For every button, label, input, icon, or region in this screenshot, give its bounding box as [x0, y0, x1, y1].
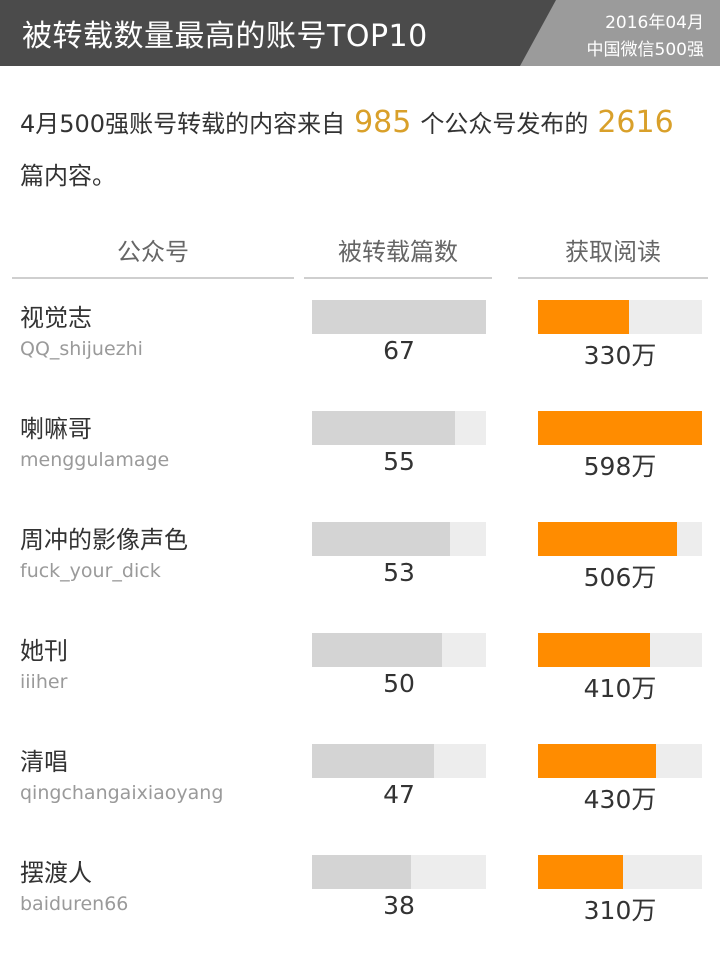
- page-header: 被转载数量最高的账号TOP10 2016年04月 中国微信500强: [0, 0, 720, 66]
- table-row: 视觉志 QQ_shijuezhi 67 330万: [0, 298, 720, 408]
- table-row: 她刊 iiiher 50 410万: [0, 631, 720, 741]
- reads-bar: [538, 411, 702, 445]
- reads-bar-track: [538, 744, 702, 778]
- repost-bar-track: [312, 744, 486, 778]
- table-row: 周冲的影像声色 fuck_your_dick 53 506万: [0, 520, 720, 630]
- repost-bar: [312, 300, 486, 334]
- repost-count-label: 55: [383, 447, 415, 476]
- reads-label: 410万: [583, 674, 657, 703]
- account-id: fuck_your_dick: [20, 560, 161, 582]
- account-id: qingchangaixiaoyang: [20, 782, 224, 804]
- reads-bar-track: [538, 633, 702, 667]
- table-row: 摆渡人 baiduren66 38 310万: [0, 853, 720, 963]
- repost-bar: [312, 855, 411, 889]
- repost-bar-track: [312, 855, 486, 889]
- account-name: 周冲的影像声色: [20, 526, 188, 554]
- repost-bar-track: [312, 411, 486, 445]
- repost-bar: [312, 411, 455, 445]
- repost-count-label: 67: [383, 336, 415, 365]
- column-header-reads: 获取阅读: [565, 238, 661, 266]
- header-date: 2016年04月: [605, 13, 704, 33]
- reads-label: 310万: [583, 896, 657, 925]
- reads-label: 330万: [583, 341, 657, 370]
- account-name: 她刊: [20, 637, 68, 665]
- repost-bar: [312, 633, 442, 667]
- repost-count-label: 50: [383, 669, 415, 698]
- repost-bar-track: [312, 633, 486, 667]
- column-divider-account: [12, 277, 294, 279]
- account-id: iiiher: [20, 671, 68, 693]
- reads-bar: [538, 522, 677, 556]
- table-row: 喇嘛哥 menggulamage 55 598万: [0, 409, 720, 519]
- repost-bar-track: [312, 522, 486, 556]
- account-id: menggulamage: [20, 449, 170, 471]
- reads-label: 430万: [583, 785, 657, 814]
- column-divider-reposted: [304, 277, 492, 279]
- table-row: 清唱 qingchangaixiaoyang 47 430万: [0, 742, 720, 852]
- repost-count-label: 47: [383, 780, 415, 809]
- repost-count-label: 53: [383, 558, 415, 587]
- summary-middle: 个公众号发布的: [420, 110, 589, 138]
- summary-accounts-count: 985: [354, 105, 412, 140]
- summary-articles-count: 2616: [597, 105, 674, 140]
- account-name: 视觉志: [20, 304, 92, 332]
- reads-bar-track: [538, 522, 702, 556]
- summary-text: 4月500强账号转载的内容来自 985 个公众号发布的 2616 篇内容。: [20, 97, 700, 202]
- repost-bar: [312, 744, 434, 778]
- reads-bar: [538, 633, 650, 667]
- column-header-reposted: 被转载篇数: [338, 238, 458, 266]
- account-name: 摆渡人: [20, 859, 92, 887]
- header-source: 中国微信500强: [586, 40, 704, 60]
- account-name: 喇嘛哥: [20, 415, 92, 443]
- reads-label: 598万: [583, 452, 657, 481]
- account-name: 清唱: [20, 748, 68, 776]
- reads-bar-track: [538, 300, 702, 334]
- summary-suffix: 篇内容。: [20, 162, 116, 190]
- repost-bar-track: [312, 300, 486, 334]
- header-date-panel: [520, 0, 720, 66]
- repost-count-label: 38: [383, 891, 415, 920]
- page-title: 被转载数量最高的账号TOP10: [22, 19, 428, 54]
- reads-bar: [538, 744, 656, 778]
- column-header-account: 公众号: [117, 238, 189, 266]
- column-divider-reads: [518, 277, 708, 279]
- reads-bar: [538, 300, 629, 334]
- reads-label: 506万: [583, 563, 657, 592]
- account-id: QQ_shijuezhi: [20, 338, 143, 360]
- reads-bar: [538, 855, 623, 889]
- reads-bar-track: [538, 855, 702, 889]
- reads-bar-track: [538, 411, 702, 445]
- summary-prefix: 4月500强账号转载的内容来自: [20, 110, 346, 138]
- repost-bar: [312, 522, 450, 556]
- account-id: baiduren66: [20, 893, 129, 915]
